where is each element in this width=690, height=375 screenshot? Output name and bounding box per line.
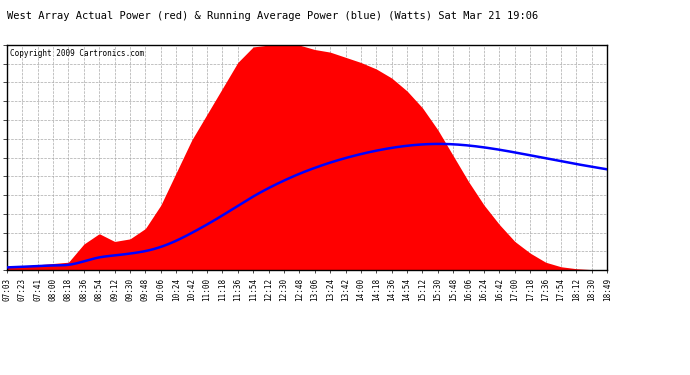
Text: West Array Actual Power (red) & Running Average Power (blue) (Watts) Sat Mar 21 : West Array Actual Power (red) & Running … [7,11,538,21]
Text: Copyright 2009 Cartronics.com: Copyright 2009 Cartronics.com [10,50,144,58]
